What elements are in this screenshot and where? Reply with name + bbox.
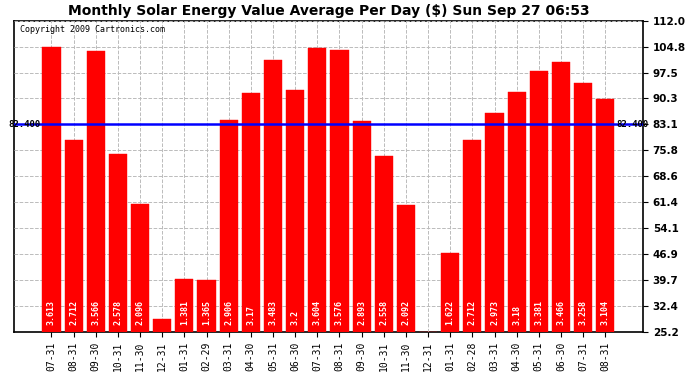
Text: 2.712: 2.712 — [468, 300, 477, 325]
Text: 3.483: 3.483 — [268, 300, 277, 325]
Text: 82.400: 82.400 — [616, 120, 649, 129]
Bar — [286, 90, 304, 332]
Bar — [375, 156, 393, 332]
Text: 82.400: 82.400 — [8, 120, 41, 129]
Text: 2.712: 2.712 — [69, 300, 78, 325]
Text: 3.466: 3.466 — [557, 300, 566, 325]
Bar — [241, 93, 260, 332]
Text: 3.566: 3.566 — [91, 300, 100, 325]
Bar — [353, 122, 371, 332]
Bar — [486, 113, 504, 332]
Text: 2.893: 2.893 — [357, 300, 366, 325]
Bar — [441, 254, 460, 332]
Bar — [308, 48, 326, 332]
Bar — [574, 84, 592, 332]
Bar — [264, 60, 282, 332]
Text: 1.381: 1.381 — [180, 300, 189, 325]
Bar — [153, 320, 171, 332]
Title: Monthly Solar Energy Value Average Per Day ($) Sun Sep 27 06:53: Monthly Solar Energy Value Average Per D… — [68, 4, 589, 18]
Text: Copyright 2009 Cartronics.com: Copyright 2009 Cartronics.com — [20, 26, 165, 34]
Bar — [397, 205, 415, 332]
Bar — [596, 99, 614, 332]
Bar — [42, 46, 61, 332]
Bar — [197, 280, 216, 332]
Text: 3.104: 3.104 — [601, 300, 610, 325]
Text: 2.096: 2.096 — [136, 300, 145, 325]
Bar — [463, 140, 482, 332]
Text: 2.973: 2.973 — [490, 300, 499, 325]
Text: 3.381: 3.381 — [534, 300, 543, 325]
Bar — [508, 92, 526, 332]
Text: 2.578: 2.578 — [113, 300, 122, 325]
Text: 3.18: 3.18 — [512, 304, 521, 325]
Text: 2.092: 2.092 — [402, 300, 411, 325]
Bar — [131, 204, 149, 332]
Bar — [65, 140, 83, 332]
Bar — [87, 51, 105, 332]
Text: 3.2: 3.2 — [290, 310, 299, 325]
Text: 1.622: 1.622 — [446, 300, 455, 325]
Text: 3.258: 3.258 — [579, 300, 588, 325]
Bar — [331, 51, 348, 332]
Bar — [175, 279, 193, 332]
Bar — [552, 62, 570, 332]
Text: 1.365: 1.365 — [202, 300, 211, 325]
Text: 3.604: 3.604 — [313, 300, 322, 325]
Bar — [109, 154, 127, 332]
Text: 2.906: 2.906 — [224, 300, 233, 325]
Bar — [530, 71, 548, 332]
Text: 3.576: 3.576 — [335, 300, 344, 325]
Bar — [219, 120, 238, 332]
Text: 2.558: 2.558 — [380, 300, 388, 325]
Text: 3.17: 3.17 — [246, 304, 255, 325]
Text: 3.613: 3.613 — [47, 300, 56, 325]
